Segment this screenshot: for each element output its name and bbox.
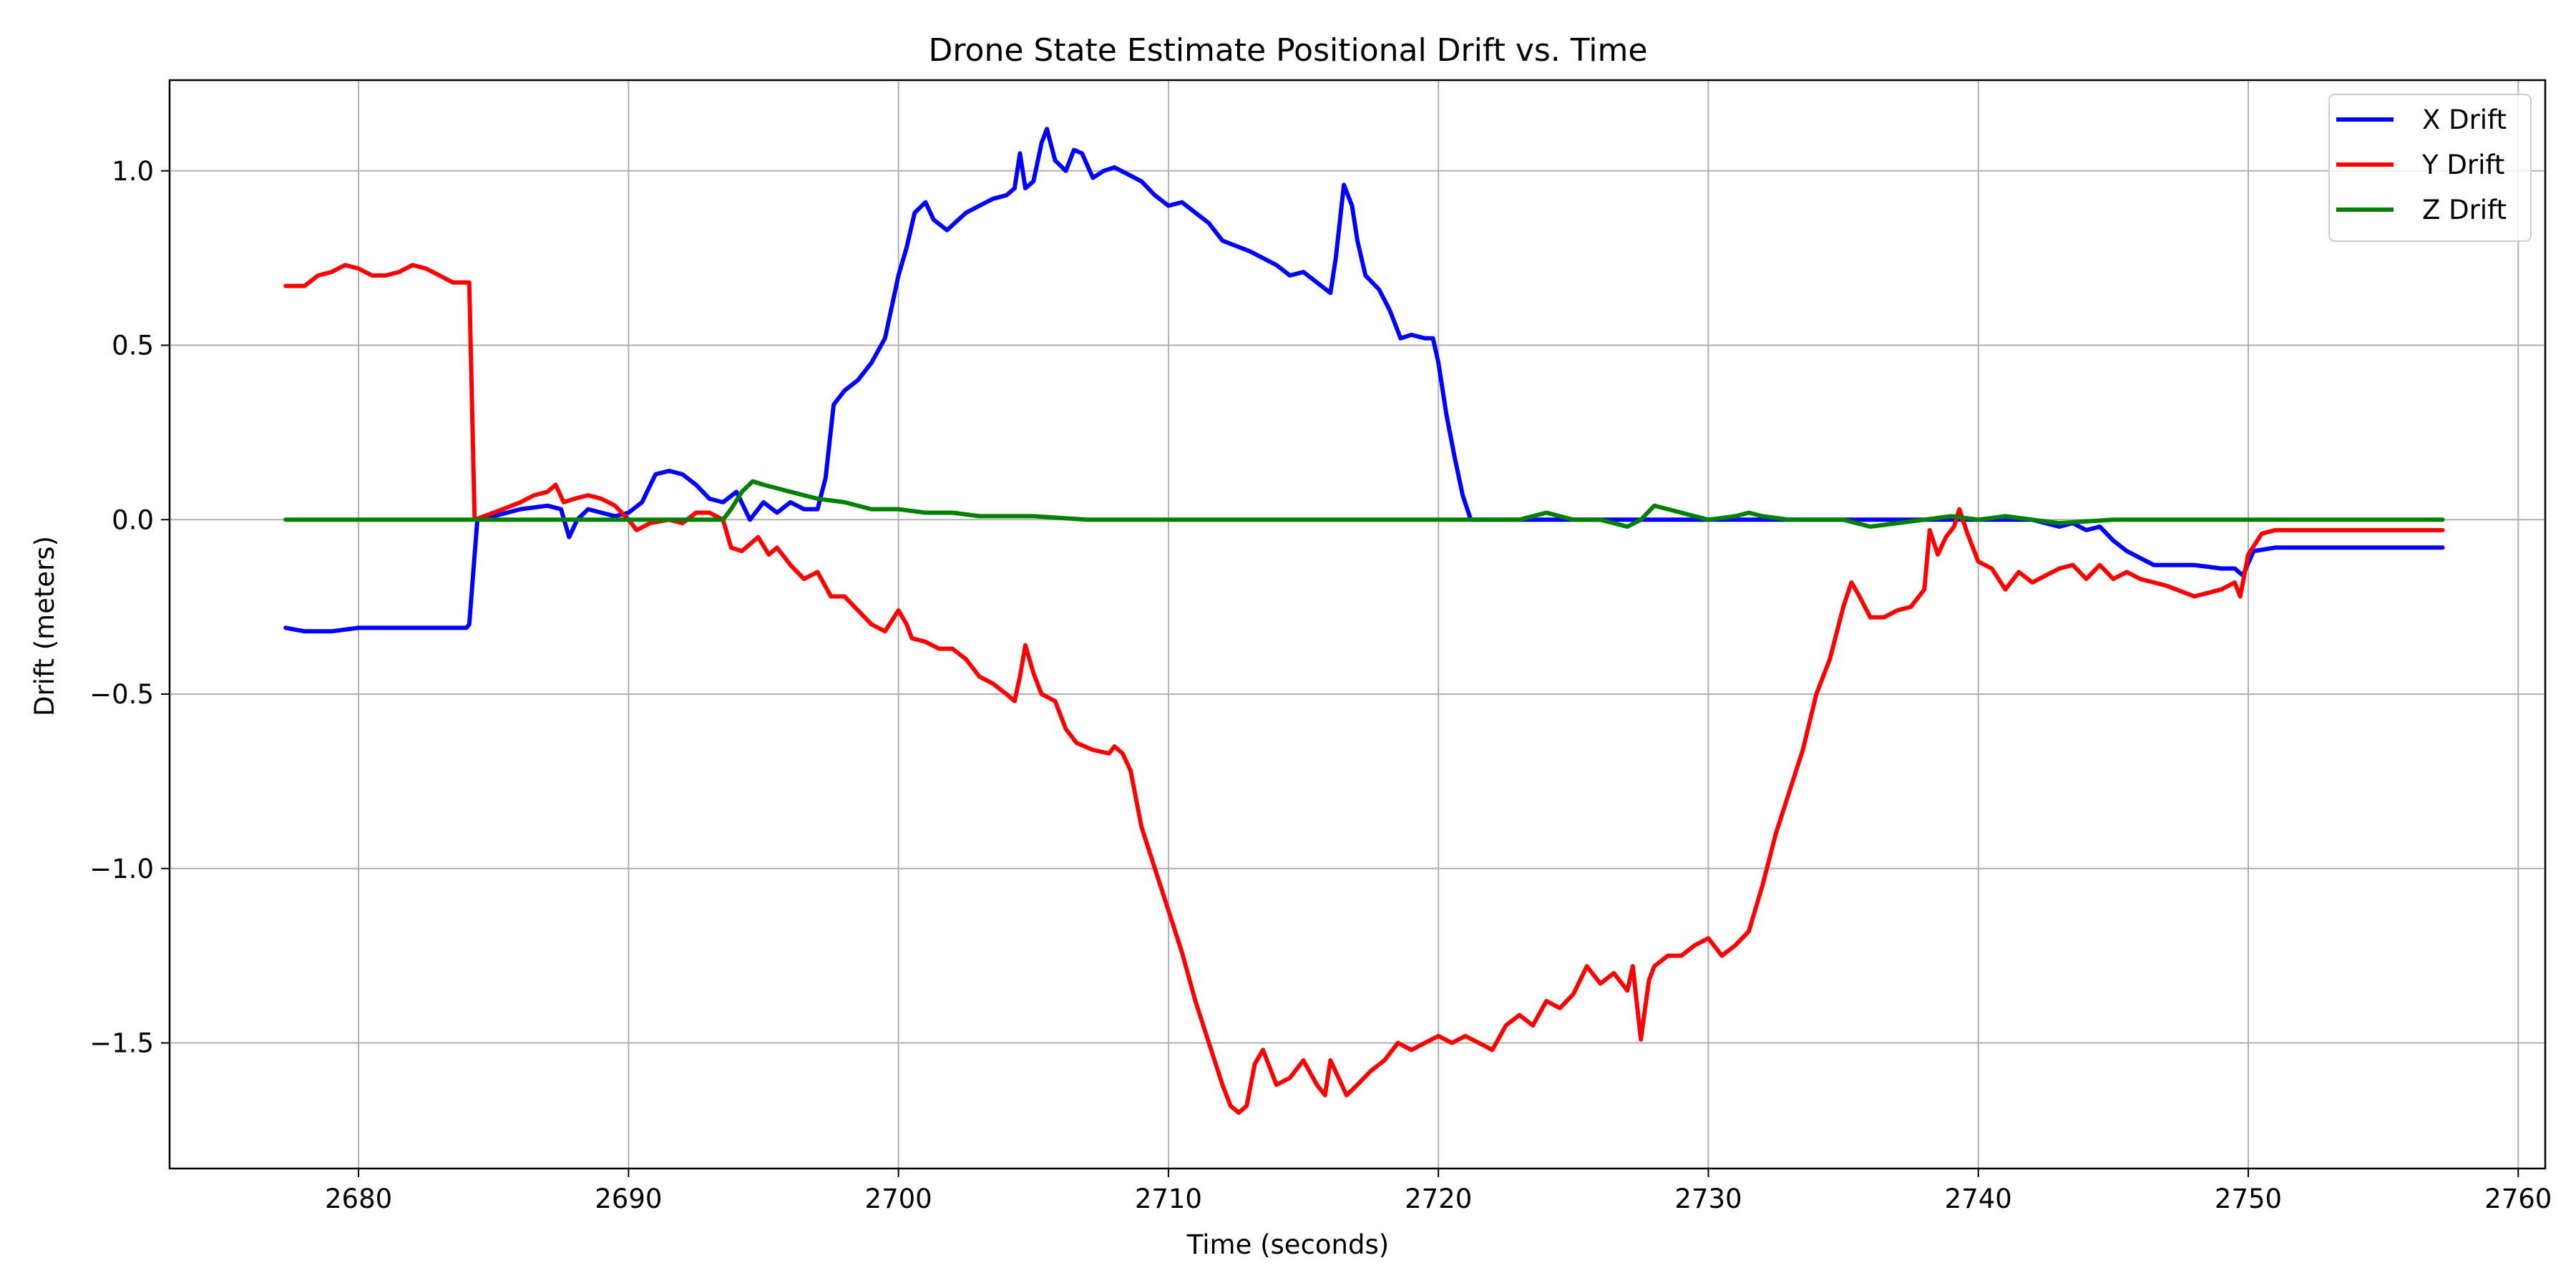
legend-box (2328, 94, 2532, 242)
x-tick-label: 2690 (595, 1184, 662, 1214)
series-line-z-drift (283, 479, 2445, 529)
y-tick-label: −1.5 (89, 1028, 154, 1059)
tick-layer: 2680 2690 2700 2710 2720 2730 2740 2750 2760 1.0 0… (89, 156, 2552, 1214)
y-tick-label: 0.5 (112, 331, 154, 361)
legend-label: Y Drift (2421, 150, 2504, 180)
y-tick-label: −0.5 (89, 679, 154, 710)
x-axis-title: Time (seconds) (1186, 1229, 1389, 1260)
x-tick-label: 2710 (1135, 1184, 1202, 1214)
y-tick-label: −1.0 (89, 854, 154, 884)
legend: X Drift Y Drift Z Drift (2328, 94, 2532, 242)
y-tick-label: 1.0 (112, 156, 154, 187)
x-tick-label: 2720 (1405, 1184, 1472, 1214)
x-tick-label: 2730 (1674, 1184, 1742, 1214)
plot-frame (168, 79, 2547, 1170)
legend-label: Z Drift (2422, 195, 2507, 225)
x-tick-label: 2700 (865, 1184, 932, 1214)
legend-label: X Drift (2422, 104, 2507, 135)
x-tick-label: 2680 (325, 1184, 392, 1214)
chart-title: Drone State Estimate Positional Drift vs… (929, 32, 1648, 69)
series-layer (283, 127, 2445, 1115)
x-tick-label: 2750 (2215, 1184, 2282, 1214)
y-tick-label: 0.0 (112, 504, 154, 535)
series-line-y-drift (283, 263, 2445, 1115)
x-tick-label: 2760 (2484, 1184, 2552, 1214)
y-axis-title: Drift (meters) (29, 536, 60, 716)
x-tick-label: 2740 (1945, 1184, 2012, 1214)
